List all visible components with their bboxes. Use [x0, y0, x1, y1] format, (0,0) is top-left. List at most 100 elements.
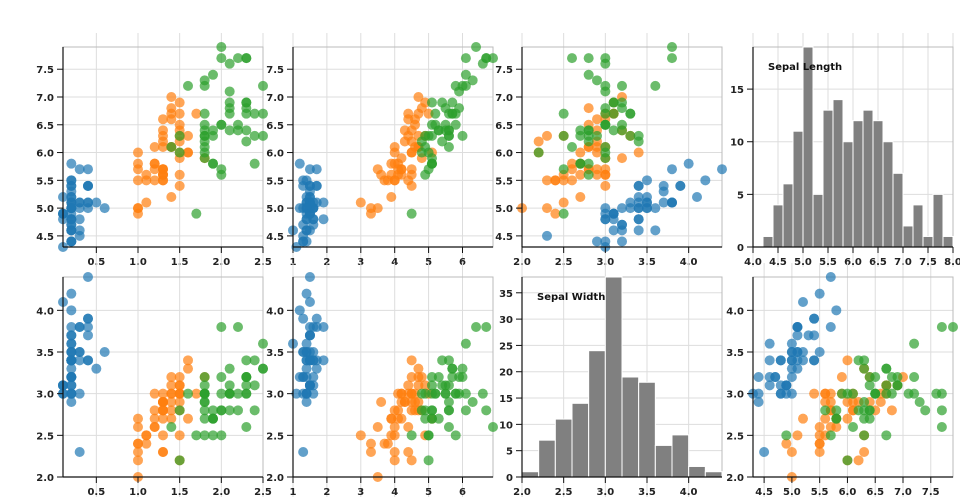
x-tick-label: 6.5 — [866, 487, 884, 498]
data-point — [166, 92, 177, 102]
y-tick-label: 6.0 — [495, 149, 513, 160]
data-point — [792, 430, 803, 441]
data-point — [355, 430, 366, 441]
y-tick: 7.5 — [495, 65, 522, 76]
data-point — [600, 203, 611, 214]
data-point — [224, 86, 235, 97]
x-tick-label: 3.5 — [638, 257, 656, 268]
data-point — [600, 53, 611, 64]
y-tick: 10 — [730, 138, 753, 149]
data-point — [174, 405, 185, 416]
data-point — [249, 158, 260, 169]
histogram-bar — [842, 141, 854, 248]
data-point — [781, 438, 792, 449]
data-point — [583, 169, 594, 180]
data-point — [481, 53, 492, 64]
data-point — [365, 447, 376, 457]
data-point — [410, 142, 421, 152]
data-point — [66, 330, 77, 341]
data-point — [208, 430, 218, 441]
data-point — [99, 203, 110, 214]
histogram-bar — [872, 120, 884, 248]
data-point — [199, 397, 210, 407]
data-point — [83, 355, 93, 366]
data-point — [809, 313, 820, 324]
data-point — [74, 388, 85, 399]
x-tick: 3.0 — [596, 477, 614, 498]
x-tick-label: 2.0 — [513, 487, 531, 498]
y-tick-label: 5 — [737, 190, 744, 201]
data-point — [74, 447, 85, 457]
data-point — [241, 125, 252, 136]
x-tick-label: 0.5 — [87, 257, 105, 268]
panel-5: 0.5 1.0 1.5 2.0 2.5 2.0 2.5 3.0 3.5 4.0 — [36, 263, 272, 498]
data-point — [558, 208, 569, 219]
y-tick-label: 5.5 — [266, 176, 284, 187]
x-tick-label: 2.0 — [513, 257, 531, 268]
data-point — [406, 372, 417, 382]
data-point — [608, 225, 619, 236]
data-point — [920, 405, 931, 416]
data-point — [66, 305, 77, 316]
data-point — [141, 430, 152, 441]
x-tick-label: 6.0 — [839, 487, 857, 498]
data-point — [149, 388, 160, 399]
data-point — [447, 108, 458, 119]
data-point — [191, 388, 202, 399]
data-point — [575, 130, 586, 141]
x-tick-label: 1 — [290, 257, 297, 268]
x-tick: 7.0 — [894, 477, 912, 498]
x-tick: 2.5 — [254, 247, 272, 268]
data-point — [166, 422, 177, 432]
data-point — [423, 455, 434, 466]
data-point — [426, 388, 437, 399]
histogram-bar — [812, 193, 824, 248]
x-tick-label: 6.5 — [869, 257, 887, 268]
data-point — [853, 355, 864, 366]
data-point — [633, 147, 644, 158]
data-point — [443, 380, 454, 391]
histogram-bar — [802, 46, 814, 248]
data-point — [66, 355, 77, 366]
x-tick-label: 1.5 — [171, 257, 189, 268]
y-tick-label: 7.0 — [266, 93, 284, 104]
y-tick: 4.0 — [726, 306, 753, 317]
data-point — [786, 338, 797, 349]
x-tick: 1 — [290, 247, 297, 268]
x-tick-label: 3.0 — [596, 487, 614, 498]
y-tick: 5.5 — [495, 176, 522, 187]
data-point — [174, 455, 185, 466]
histogram-title: Sepal Length — [768, 62, 842, 73]
data-point — [166, 114, 177, 125]
data-point — [199, 80, 210, 91]
data-point — [575, 147, 586, 158]
data-point — [592, 75, 602, 86]
data-point — [258, 338, 268, 349]
data-point — [365, 203, 376, 214]
histogram-bar — [772, 204, 784, 248]
y-tick-label: 4.5 — [495, 232, 513, 243]
histogram-bar — [538, 439, 556, 478]
data-point — [413, 363, 424, 374]
data-point — [848, 422, 858, 432]
histogram-title: Sepal Width — [537, 292, 605, 303]
data-point — [304, 272, 315, 282]
data-point — [216, 405, 227, 416]
data-point — [66, 347, 77, 357]
data-point — [294, 158, 305, 169]
y-tick: 2.5 — [726, 431, 753, 442]
x-tick-label: 2 — [323, 487, 330, 498]
data-point — [304, 355, 315, 366]
data-point — [66, 158, 77, 169]
data-point — [149, 164, 160, 175]
y-tick: 4.0 — [36, 306, 63, 317]
data-point — [216, 42, 227, 52]
data-point — [413, 108, 424, 119]
x-tick-label: 5.0 — [794, 257, 812, 268]
data-point — [258, 130, 268, 141]
y-tick: 3.0 — [266, 390, 293, 401]
y-tick: 4.5 — [266, 232, 293, 243]
data-point — [83, 313, 93, 324]
data-point — [814, 430, 825, 441]
data-point — [174, 108, 185, 119]
